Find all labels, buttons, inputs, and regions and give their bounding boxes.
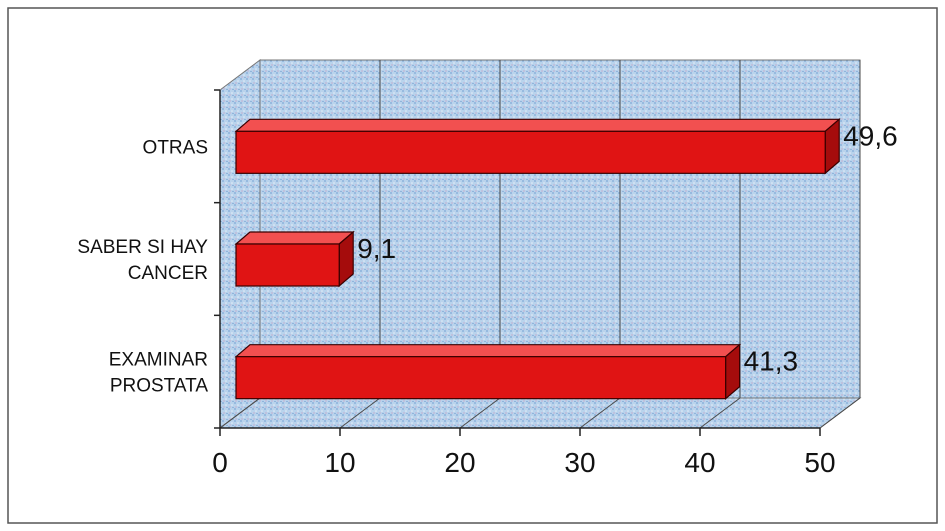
category-label: CANCER: [128, 263, 208, 284]
x-tick-label: 10: [324, 447, 355, 478]
category-label: SABER SI HAY: [77, 237, 208, 258]
data-label: 41,3: [744, 346, 799, 377]
floor-grid-line: [459, 397, 501, 429]
category-label: PROSTATA: [110, 376, 209, 397]
bars: [234, 118, 841, 400]
floor-grid-line: [219, 397, 261, 429]
axes: [214, 89, 821, 436]
x-tick-label: 30: [564, 447, 595, 478]
x-tick-label: 40: [684, 447, 715, 478]
chart-border: [7, 7, 938, 524]
data-label: 9,1: [357, 233, 396, 264]
floor-grid-line: [819, 397, 861, 429]
floor-grid-line: [699, 397, 741, 429]
category-labels: EXAMINAR PROSTATA SABER SI HAY CANCER OTRAS: [77, 137, 208, 396]
data-labels: 41,3 9,1 49,6: [357, 120, 898, 376]
bar-top: [234, 231, 355, 245]
floor-grid-line: [339, 397, 381, 429]
x-tick-label: 0: [212, 447, 228, 478]
bar-top: [234, 344, 742, 358]
floor-grid-line: [579, 397, 621, 429]
floor: [218, 397, 862, 429]
category-label: EXAMINAR: [109, 350, 208, 371]
bar: [235, 243, 340, 287]
x-tick-label: 50: [804, 447, 835, 478]
category-label: OTRAS: [143, 137, 208, 158]
bar: [235, 356, 727, 400]
x-tick-label: 20: [444, 447, 475, 478]
x-tick-labels: 0 10 20 30 40 50: [212, 447, 835, 478]
grid-lines: [219, 60, 861, 429]
bar-top: [234, 118, 841, 132]
data-label: 49,6: [843, 120, 898, 151]
bar: [235, 130, 826, 174]
